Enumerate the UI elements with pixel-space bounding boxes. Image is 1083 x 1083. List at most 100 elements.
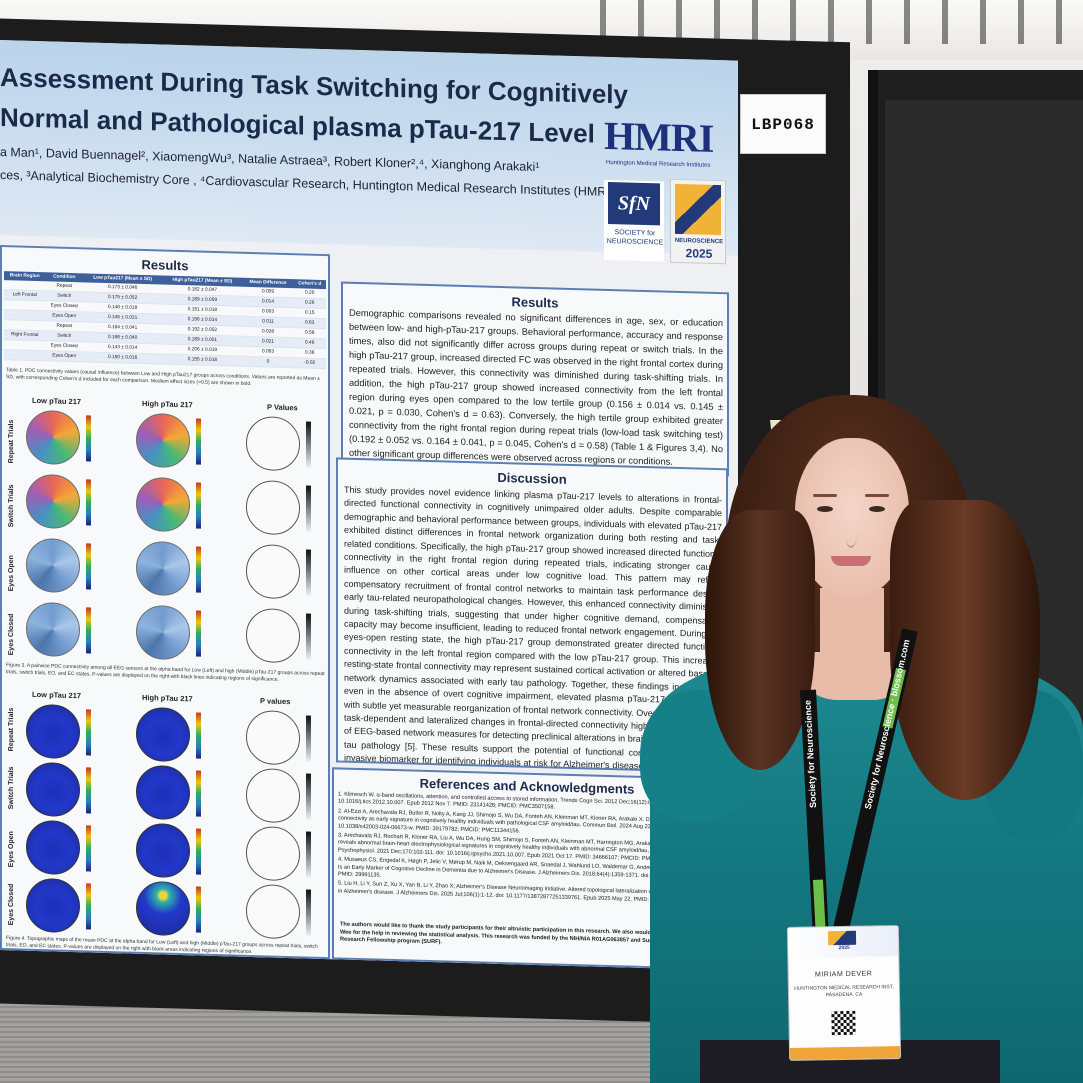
badge-year: 2025 — [838, 944, 850, 952]
table-body: Repeat 0.173 ± 0.046 0.182 ± 0.047 0.009 0.2… — [4, 280, 326, 369]
fig4-colorbar — [306, 889, 311, 936]
fig3-pvalue-map — [246, 479, 300, 536]
table-cell: 0.155 ± 0.018 — [162, 354, 243, 367]
fig4-head-map — [136, 822, 190, 879]
table-cell: 0.150 ± 0.016 — [83, 351, 163, 365]
hair-left-strands — [705, 510, 815, 770]
research-poster: Assessment During Task Switching for Cog… — [0, 40, 738, 971]
neuroscience-2025-logo: NEUROSCIENCE 2025 — [670, 178, 726, 265]
fig4-pvalue-map — [246, 709, 300, 766]
hmri-logo: HMRI Huntington Medical Research Institu… — [604, 112, 736, 182]
poster-header: Assessment During Task Switching for Cog… — [0, 40, 738, 265]
pdc-results-table: Brain Region Condition Low pTau217 (Mean ±… — [4, 271, 326, 369]
fig3-pvalue-map — [246, 607, 300, 664]
table-caption: Table 1. PDC connectivity values (causal… — [6, 367, 320, 388]
fig3-head-map — [136, 604, 190, 661]
name-badge: 2025 MIRIAM DEVER HUNTINGTON MEDICAL RES… — [786, 925, 902, 1061]
fig3-colorbar — [86, 607, 91, 654]
fig3-head-map — [26, 473, 80, 530]
fig4-pvalue-map — [246, 825, 300, 882]
fig4-col-low: Low pTau 217 — [32, 689, 82, 701]
fig4-row-label: Switch Trials — [8, 766, 15, 810]
sfn-logo-text: SOCIETY for NEUROSCIENCE — [606, 229, 664, 247]
fig3-pvalue-map — [246, 415, 300, 472]
fig3-colorbar — [306, 613, 311, 660]
table-cell: 0 — [242, 356, 294, 368]
left-eye — [817, 506, 833, 512]
fig4-colorbar — [196, 886, 201, 933]
fig3-colorbar — [196, 482, 201, 529]
table-cell: Eyes Open — [45, 350, 84, 362]
poster-id-tag: LBP068 — [740, 94, 826, 154]
fig4-col-high: High pTau 217 — [142, 692, 193, 704]
fig3-row-label: Switch Trials — [8, 484, 15, 528]
fig4-colorbar — [196, 770, 201, 817]
fig4-head-map — [26, 703, 80, 760]
fig4-row-label: Repeat Trials — [8, 707, 15, 752]
right-eye — [869, 506, 885, 512]
fig4-colorbar — [196, 828, 201, 875]
fig3-colorbar — [306, 421, 311, 468]
fig3-head-map — [136, 540, 190, 597]
nose — [845, 518, 857, 548]
fig3-head-map — [26, 409, 80, 466]
fig4-pvalue-map — [246, 883, 300, 940]
fig4-head-map — [136, 764, 190, 821]
fig4-head-map — [26, 761, 80, 818]
fig4-head-map — [26, 877, 80, 934]
fig4-colorbar — [196, 712, 201, 759]
fig3-head-map — [26, 537, 80, 594]
lanyard-left-text: Society for Neuroscience — [802, 699, 819, 809]
fig3-colorbar — [306, 485, 311, 532]
fig4-colorbar — [86, 883, 91, 930]
qr-code-icon — [831, 1010, 856, 1036]
fig4-col-p: P values — [260, 696, 291, 707]
table-cell — [4, 349, 46, 361]
badge-logo-icon — [827, 930, 857, 946]
fig3-head-map — [136, 412, 190, 469]
fig3-pvalue-map — [246, 543, 300, 600]
badge-footer-stripe — [789, 1046, 901, 1060]
fig3-colorbar — [306, 549, 311, 596]
hmri-logo-text: HMRI — [604, 112, 714, 161]
smile — [831, 556, 871, 566]
fig3-row-label: Eyes Closed — [8, 613, 15, 656]
fig4-colorbar — [306, 715, 311, 762]
fig3-colorbar — [86, 415, 91, 462]
fig3-head-map — [26, 601, 80, 658]
hair-right-strands — [890, 500, 1040, 800]
fig3-col-high: High pTau 217 — [142, 398, 193, 410]
neuroscience-logo-mark — [675, 183, 721, 236]
poster-title-line-1: Assessment During Task Switching for Cog… — [0, 62, 628, 110]
fig3-head-map — [136, 476, 190, 533]
fig4-row-label: Eyes Closed — [8, 883, 15, 926]
fig4-head-map — [136, 880, 190, 937]
neuroscience-logo-year: 2025 — [685, 246, 713, 261]
fig3-colorbar — [196, 610, 201, 657]
fig3-colorbar — [86, 543, 91, 590]
fig3-col-low: Low pTau 217 — [32, 395, 82, 407]
fig4-head-map — [136, 706, 190, 763]
fig3-caption: Figure 3. A pairwise PDC connectivity am… — [6, 662, 325, 683]
sfn-logo-mark: SfN — [608, 181, 660, 226]
fig3-colorbar — [196, 418, 201, 465]
fig4-colorbar — [306, 831, 311, 878]
left-eyebrow — [813, 494, 837, 497]
fig4-pvalue-map — [246, 767, 300, 824]
badge-organization: HUNTINGTON MEDICAL RESEARCH INST, PASADE… — [794, 984, 894, 999]
fig4-colorbar — [306, 773, 311, 820]
fig3-row-label: Repeat Trials — [8, 419, 15, 464]
badge-header: 2025 — [787, 926, 899, 958]
fig4-head-map — [26, 819, 80, 876]
fig3-colorbar — [196, 546, 201, 593]
presenter: Society for Neuroscience Society for Neu… — [640, 390, 1083, 1083]
fig3-col-p: P Values — [267, 402, 298, 413]
table-cell: -0.02 — [293, 357, 326, 369]
fig3-row-label: Eyes Open — [8, 555, 15, 592]
neuroscience-logo-text: NEUROSCIENCE — [674, 237, 724, 246]
fig3-colorbar — [86, 479, 91, 526]
sfn-logo: SfN SOCIETY for NEUROSCIENCE — [604, 179, 664, 262]
fig4-row-label: Eyes Open — [8, 831, 15, 868]
fig4-colorbar — [86, 825, 91, 872]
